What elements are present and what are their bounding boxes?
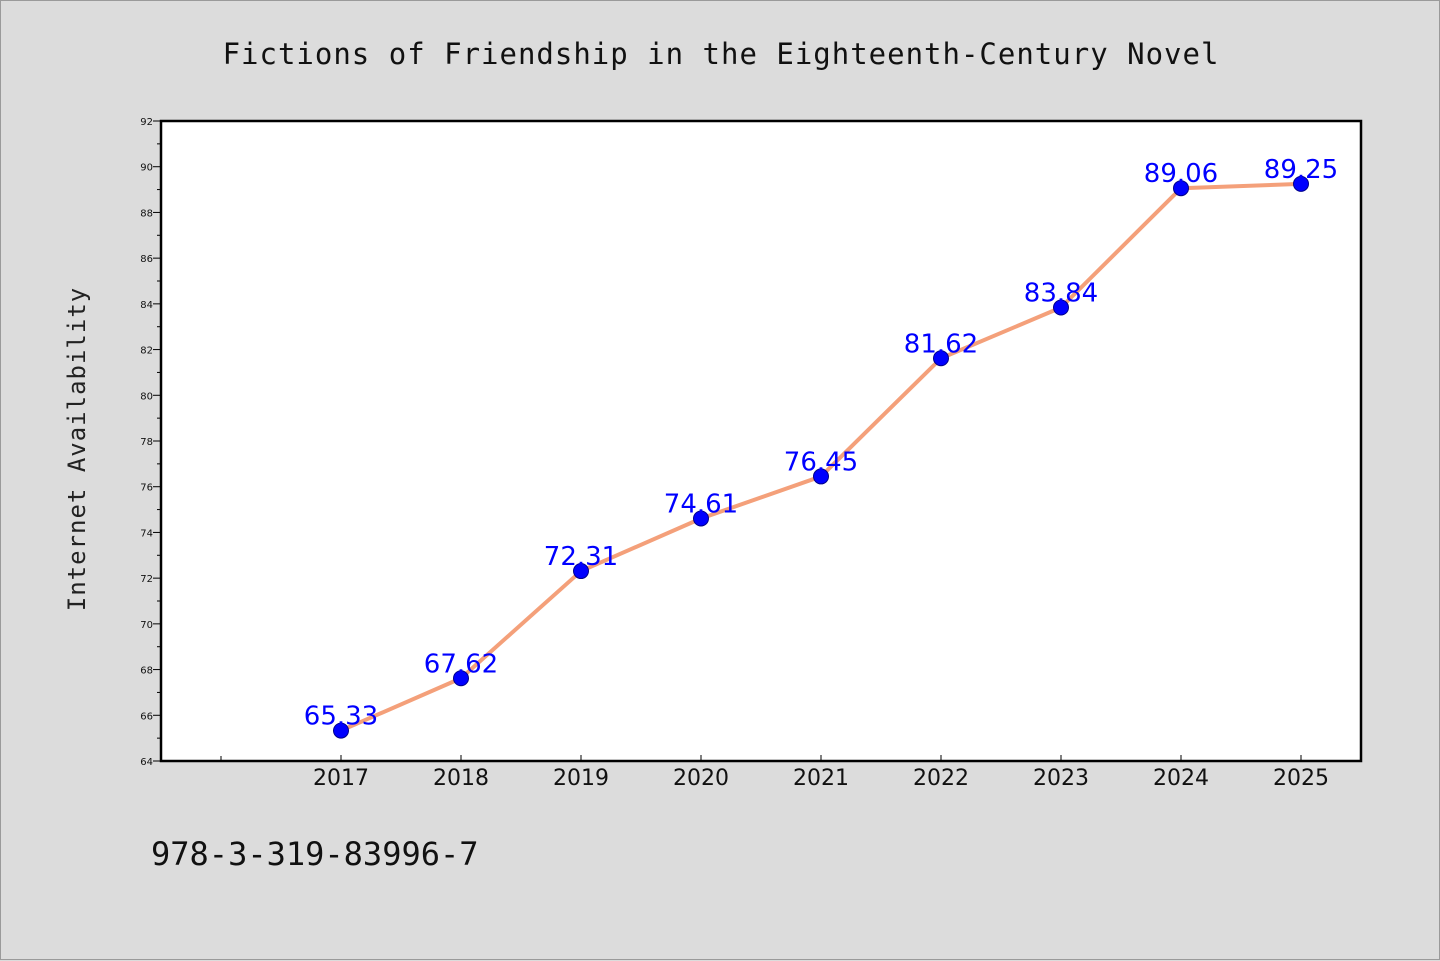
y-tick-label: 80 bbox=[140, 391, 153, 402]
footer-isbn: 978-3-319-83996-7 bbox=[151, 835, 479, 873]
x-tick-label: 2019 bbox=[553, 766, 609, 791]
data-point bbox=[1053, 299, 1069, 316]
y-tick-label: 90 bbox=[140, 163, 153, 174]
data-label: 89.25 bbox=[1264, 155, 1338, 185]
plot-area bbox=[159, 119, 1363, 763]
y-axis: 64 66 68 70 72 74 76 78 80 82 84 86 88 90 92 bbox=[140, 117, 161, 768]
chart-title: Fictions of Friendship in the Eighteenth… bbox=[223, 37, 1220, 71]
series-layer: 65.33 67.62 72.31 74.61 76.45 81.62 83.84 89.06… bbox=[304, 155, 1338, 739]
y-tick-label: 88 bbox=[140, 208, 153, 219]
y-tick-label: 72 bbox=[140, 574, 153, 585]
data-point bbox=[453, 670, 469, 687]
data-label: 83.84 bbox=[1024, 279, 1098, 309]
x-tick-label: 2021 bbox=[793, 766, 849, 791]
y-tick-label: 68 bbox=[140, 666, 153, 677]
y-tick-label: 78 bbox=[140, 437, 153, 448]
data-point bbox=[573, 563, 589, 580]
x-axis: 2017 2018 2019 2020 2021 2022 2023 2024 2025 bbox=[220, 755, 1329, 791]
data-point bbox=[1173, 180, 1189, 197]
y-tick-label: 64 bbox=[140, 757, 153, 768]
data-label: 72.31 bbox=[544, 542, 618, 572]
y-tick-label: 86 bbox=[140, 254, 153, 265]
x-tick-label: 2022 bbox=[913, 766, 969, 791]
x-tick-label: 2020 bbox=[673, 766, 729, 791]
y-axis-label: Internet Availability bbox=[63, 287, 91, 611]
y-tick-label: 66 bbox=[140, 711, 153, 722]
y-tick-label: 76 bbox=[140, 483, 153, 494]
data-point bbox=[333, 722, 349, 739]
data-label: 81.62 bbox=[904, 329, 978, 359]
data-point bbox=[693, 510, 709, 527]
y-tick-label: 84 bbox=[140, 300, 153, 311]
y-tick-label: 92 bbox=[140, 117, 153, 128]
data-label: 76.45 bbox=[784, 447, 858, 477]
x-tick-label: 2025 bbox=[1273, 766, 1329, 791]
x-tick-label: 2024 bbox=[1153, 766, 1209, 791]
y-tick-label: 82 bbox=[140, 346, 153, 357]
y-tick-label: 74 bbox=[140, 528, 153, 539]
data-label: 74.61 bbox=[664, 489, 738, 519]
data-point bbox=[813, 468, 829, 485]
data-label: 67.62 bbox=[424, 649, 498, 679]
y-tick-label: 70 bbox=[140, 620, 153, 631]
x-tick-label: 2023 bbox=[1033, 766, 1089, 791]
x-tick-label: 2018 bbox=[433, 766, 489, 791]
data-label: 89.06 bbox=[1144, 159, 1218, 189]
x-tick-label: 2017 bbox=[313, 766, 369, 791]
data-point bbox=[1293, 175, 1309, 192]
data-point bbox=[933, 350, 949, 367]
data-label: 65.33 bbox=[304, 702, 378, 732]
